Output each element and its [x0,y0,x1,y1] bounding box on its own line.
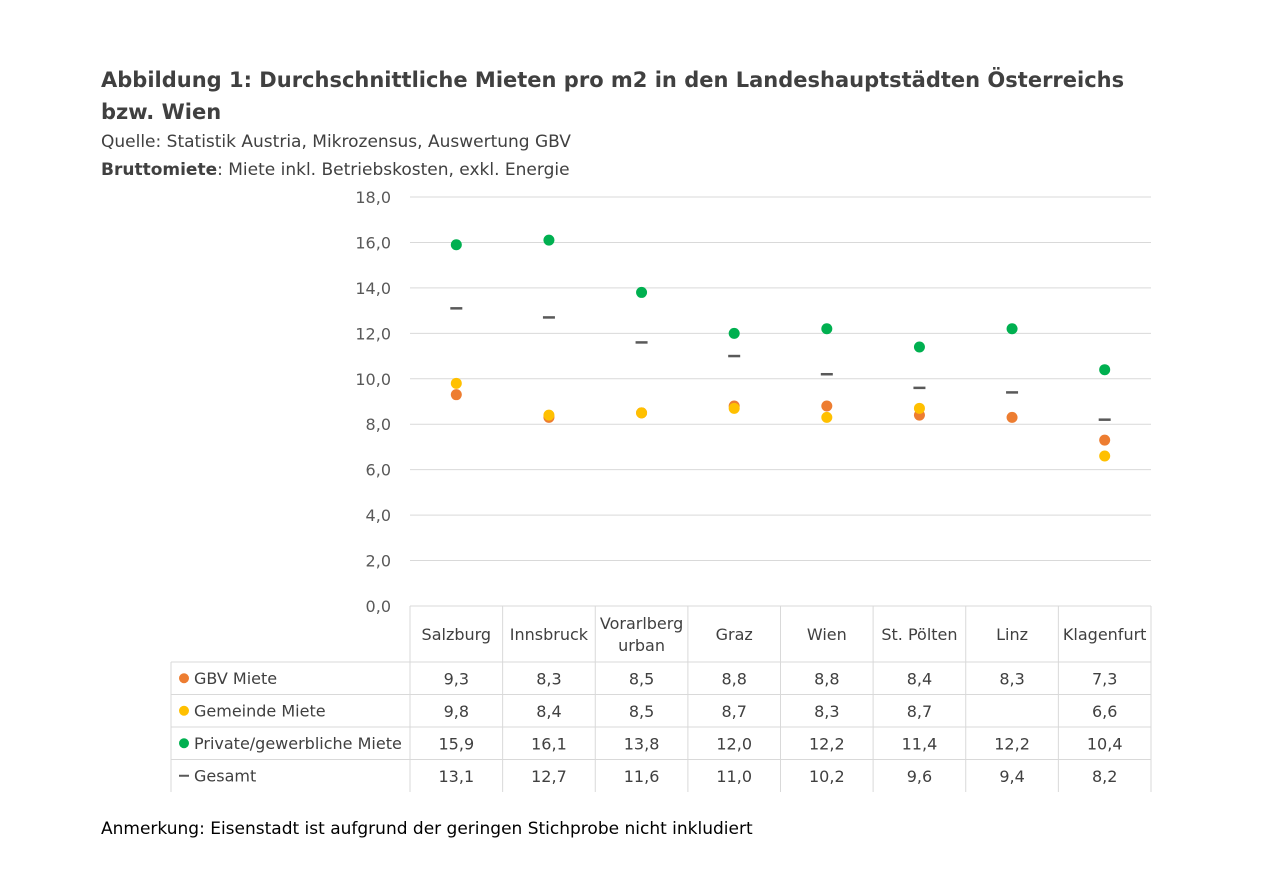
data-table-value: 7,3 [1092,669,1117,688]
legend-key-dot [179,738,189,749]
legend-label: Private/gewerbliche Miete [194,734,402,753]
data-point-dot [913,341,925,353]
data-table-value: 9,6 [907,767,932,786]
data-point-dot [636,286,648,298]
legend-label: Gemeinde Miete [194,701,326,720]
data-point-dot [636,407,648,419]
data-table-value: 11,0 [716,767,752,786]
data-table-value: 8,5 [629,702,654,721]
y-tick-label: 18,0 [355,188,391,207]
legend-label: Gesamt [194,766,256,785]
data-table-value: 8,3 [999,669,1024,688]
data-table-value: 11,6 [624,767,660,786]
data-table-value: 8,2 [1092,767,1117,786]
x-category-label: Klagenfurt [1063,625,1147,644]
chart-title: Abbildung 1: Durchschnittliche Mieten pr… [101,68,1125,124]
data-point-dot [543,409,555,421]
data-table-value: 12,0 [716,734,752,753]
y-tick-label: 4,0 [366,506,391,525]
data-table-value: 13,1 [439,767,475,786]
x-category-label: Vorarlberg [600,614,683,633]
data-table-value: 13,8 [624,734,660,753]
x-category-label: Salzburg [422,625,492,644]
data-point-dot [1006,411,1018,423]
chart-subtitle: Bruttomiete: Miete inkl. Betriebskosten,… [101,160,570,180]
data-table-value: 12,2 [994,734,1030,753]
data-point-dot [450,377,462,389]
data-table-value: 8,5 [629,669,654,688]
legend-label: GBV Miete [194,669,277,688]
data-table-value: 8,8 [721,669,746,688]
data-point-dot [543,234,555,246]
x-category-label: urban [618,636,665,655]
y-tick-label: 16,0 [355,233,391,252]
data-table-value: 11,4 [902,734,938,753]
data-point-dot [821,323,833,335]
data-point-dot [728,402,740,414]
data-table-value: 8,3 [536,669,561,688]
data-table-value: 6,6 [1092,702,1117,721]
y-tick-label: 14,0 [355,279,391,298]
legend-key-dot [179,673,189,684]
data-table-value: 12,2 [809,734,845,753]
data-table-value: 10,2 [809,767,845,786]
data-table-value: 9,8 [444,702,469,721]
data-table-value: 8,4 [536,702,561,721]
y-tick-label: 10,0 [355,370,391,389]
data-point-dot [728,327,740,339]
y-tick-label: 8,0 [366,415,391,434]
data-point-dot [913,402,925,414]
y-tick-label: 6,0 [366,461,391,480]
data-table-value: 9,4 [999,767,1024,786]
x-category-label: Wien [807,625,847,644]
subtitle-rest: : Miete inkl. Betriebskosten, exkl. Ener… [217,160,570,180]
x-category-label: Linz [996,625,1028,644]
footnote: Anmerkung: Eisenstadt ist aufgrund der g… [101,819,753,839]
data-table-value: 8,8 [814,669,839,688]
data-point-dot [821,400,833,412]
data-point-dot [450,389,462,401]
data-table-value: 8,7 [907,702,932,721]
data-point-dot [1099,434,1111,446]
legend-key-dot [179,705,189,716]
x-category-label: Innsbruck [510,625,589,644]
data-table-value: 8,3 [814,702,839,721]
data-point-dot [1006,323,1018,335]
data-table-value: 8,4 [907,669,932,688]
data-point-dot [450,239,462,251]
x-category-label: Graz [716,625,753,644]
y-tick-label: 12,0 [355,324,391,343]
data-table-value: 10,4 [1087,734,1123,753]
y-tick-label: 2,0 [366,552,391,571]
data-table-value: 16,1 [531,734,567,753]
y-tick-label: 0,0 [366,597,391,616]
data-table-value: 15,9 [439,734,475,753]
data-table-value: 12,7 [531,767,567,786]
data-table-value: 8,7 [721,702,746,721]
chart-source: Quelle: Statistik Austria, Mikrozensus, … [101,132,571,152]
data-table-value: 9,3 [444,669,469,688]
data-point-dot [1099,364,1111,376]
x-category-label: St. Pölten [881,625,957,644]
subtitle-bold: Bruttomiete [101,160,218,180]
data-point-dot [1099,450,1111,462]
data-point-dot [821,411,833,423]
